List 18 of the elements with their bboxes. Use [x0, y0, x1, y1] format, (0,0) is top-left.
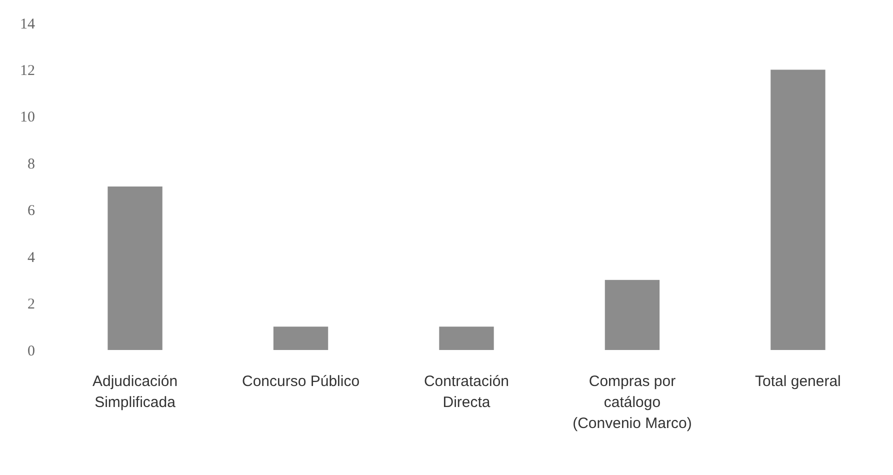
- y-tick-label: 2: [28, 296, 35, 313]
- x-tick-label: Compras por catálogo (Convenio Marco): [572, 373, 692, 432]
- y-tick-label: 14: [20, 16, 36, 32]
- y-tick-label: 0: [28, 343, 35, 360]
- y-tick-label: 8: [28, 156, 35, 172]
- y-tick-label: 10: [20, 110, 35, 126]
- x-tick-label: Total general: [755, 373, 841, 390]
- bar: [604, 280, 660, 350]
- x-tick-label: Concurso Público: [242, 373, 360, 390]
- y-tick-label: 4: [28, 250, 36, 266]
- x-tick-label: Contratación Directa: [424, 373, 510, 411]
- bar: [439, 326, 494, 350]
- y-tick-label: 12: [20, 62, 35, 79]
- bar: [770, 70, 826, 350]
- y-tick-label: 6: [28, 203, 36, 220]
- bar: [108, 186, 162, 350]
- bar: [273, 326, 328, 350]
- x-tick-label: Adjudicación Simplificada: [92, 373, 178, 411]
